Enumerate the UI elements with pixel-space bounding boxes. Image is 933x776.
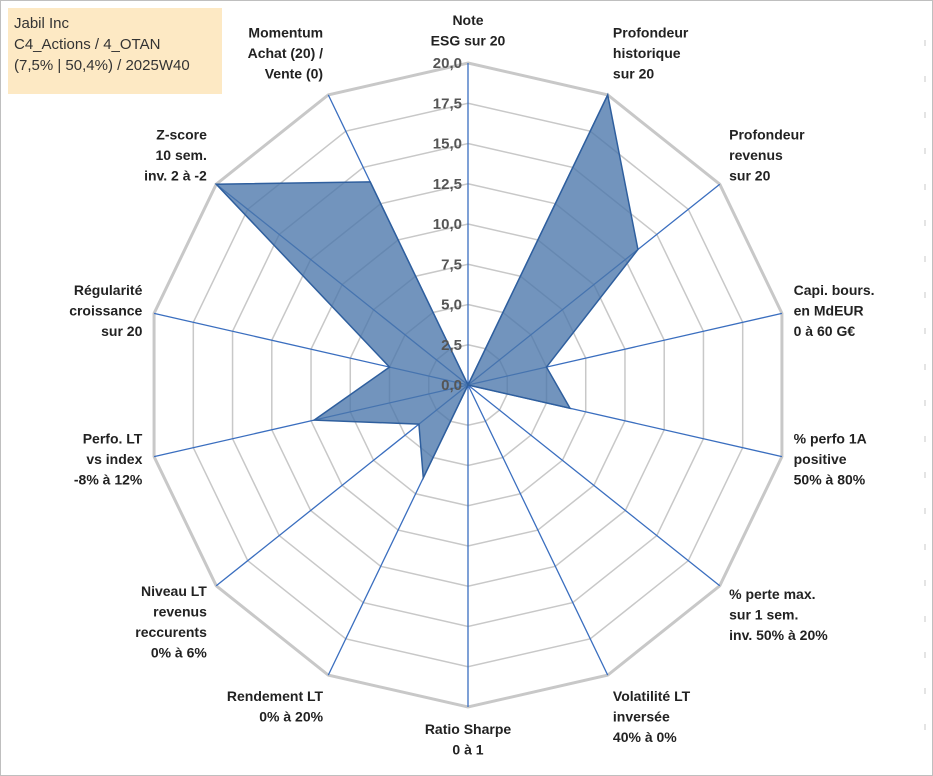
axis-label-line: sur 20 — [101, 323, 142, 339]
axis-label-line: 40% à 0% — [613, 729, 677, 745]
tick-label: 7,5 — [441, 256, 462, 273]
series-area — [214, 92, 639, 481]
stats-week: (7,5% | 50,4%) / 2025W40 — [14, 57, 190, 74]
tick-label: 12,5 — [433, 176, 462, 193]
axis-label-line: ESG sur 20 — [431, 33, 506, 49]
axis-label-line: Note — [452, 12, 483, 28]
axis-label: Régularité croissance sur 20 — [69, 282, 142, 339]
axis-label-line: Vente (0) — [265, 66, 323, 82]
tick-label: 10,0 — [433, 216, 462, 233]
info-box: Jabil Inc C4_Actions / 4_OTAN (7,5% | 50… — [8, 8, 222, 94]
axis-label-line: croissance — [69, 302, 142, 318]
portfolio-path: C4_Actions / 4_OTAN — [14, 36, 161, 53]
axis-label-line: inv. 2 à -2 — [144, 167, 207, 183]
axis-label: Volatilité LT inversée 40% à 0% — [613, 688, 691, 745]
axis-label-line: Achat (20) / — [248, 45, 324, 61]
tick-label: 17,5 — [433, 95, 462, 112]
axis-label: Capi. bours. en MdEUR 0 à 60 G€ — [794, 282, 875, 339]
axis-label-line: % perte max. — [729, 586, 815, 602]
axis-label-line: -8% à 12% — [74, 472, 143, 488]
company-name: Jabil Inc — [14, 15, 70, 32]
axis-label-line: historique — [613, 45, 681, 61]
axis-spoke — [467, 384, 721, 587]
axis-label-line: Ratio Sharpe — [425, 721, 512, 737]
axis-label: Perfo. LT vs index -8% à 12% — [74, 431, 143, 488]
axis-label-line: sur 20 — [613, 66, 654, 82]
axis-label: Profondeur historique sur 20 — [613, 25, 689, 82]
axis-label-line: revenus — [729, 147, 783, 163]
tick-labels: 0,0 2,5 5,0 7,5 10,0 12,5 15,0 17,5 20,0 — [433, 55, 462, 394]
right-edge-dashes — [924, 40, 926, 740]
axis-label-line: sur 1 sem. — [729, 607, 798, 623]
tick-label: 15,0 — [433, 136, 462, 153]
axis-label-line: Profondeur — [729, 126, 805, 142]
axis-label: Ratio Sharpe 0 à 1 — [425, 721, 512, 758]
axis-label: Niveau LT revenus reccurents 0% à 6% — [135, 583, 207, 661]
tick-label: 20,0 — [433, 55, 462, 72]
axis-label-line: Momentum — [248, 25, 323, 41]
axis-label: Profondeur revenus sur 20 — [729, 126, 805, 183]
axis-label-line: Perfo. LT — [83, 431, 143, 447]
axis-label-line: 10 sem. — [155, 147, 206, 163]
axis-label-line: reccurents — [135, 624, 207, 640]
axis-spoke — [467, 384, 609, 676]
axis-label-line: Régularité — [74, 282, 143, 298]
axis-label-line: revenus — [153, 603, 207, 619]
axis-label-line: inversée — [613, 708, 670, 724]
axis-label-line: Capi. bours. — [794, 282, 875, 298]
axis-label-line: sur 20 — [729, 167, 770, 183]
axis-label-line: Profondeur — [613, 25, 689, 41]
axis-label: Note ESG sur 20 — [431, 12, 506, 49]
axis-label: Z-score 10 sem. inv. 2 à -2 — [144, 126, 207, 183]
axis-label-line: en MdEUR — [794, 302, 864, 318]
axis-label-line: 0 à 1 — [452, 742, 483, 758]
axis-label: Rendement LT 0% à 20% — [227, 688, 324, 725]
axis-label-line: % perfo 1A — [794, 431, 867, 447]
tick-label: 0,0 — [441, 377, 462, 394]
axis-label-line: Rendement LT — [227, 688, 324, 704]
axis-label: Momentum Achat (20) / Vente (0) — [248, 25, 324, 82]
axis-label-line: Z-score — [156, 126, 207, 142]
tick-label: 5,0 — [441, 297, 462, 314]
axis-label-line: 0% à 6% — [151, 644, 208, 660]
axis-label: % perte max. sur 1 sem. inv. 50% à 20% — [729, 586, 828, 643]
axis-label-line: 50% à 80% — [794, 472, 866, 488]
tick-label: 2,5 — [441, 337, 462, 354]
axis-label-line: Volatilité LT — [613, 688, 691, 704]
axis-label: % perfo 1A positive 50% à 80% — [794, 431, 867, 488]
axis-labels: Note ESG sur 20 Profondeur historique sur 20… — [69, 12, 874, 758]
series-layer — [214, 92, 639, 481]
axis-label-line: 0% à 20% — [259, 708, 323, 724]
axis-label-line: inv. 50% à 20% — [729, 627, 828, 643]
axis-label-line: positive — [794, 451, 847, 467]
axis-label-line: 0 à 60 G€ — [794, 323, 856, 339]
axis-label-line: Niveau LT — [141, 583, 207, 599]
axis-label-line: vs index — [86, 451, 142, 467]
